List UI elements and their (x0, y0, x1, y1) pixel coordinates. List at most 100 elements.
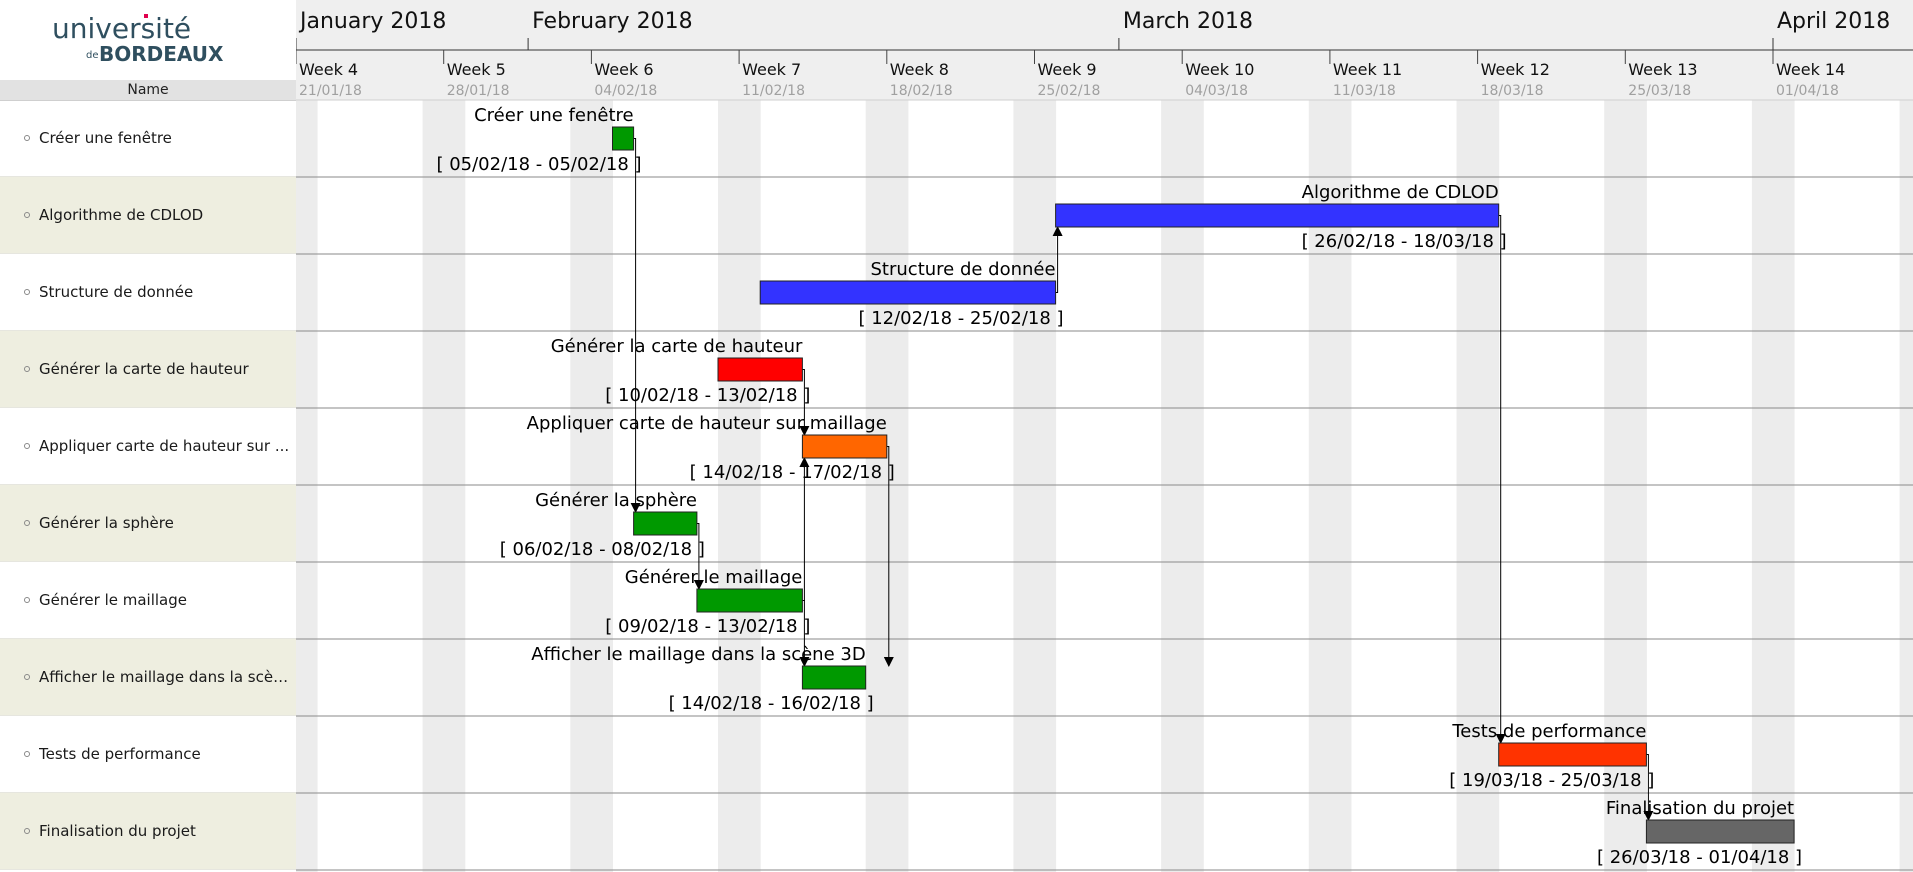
gantt-chart: January 2018 February 2018 March 2018 April… (296, 0, 1913, 872)
week-date-label: 18/02/18 (890, 83, 953, 99)
dependency-arrow (630, 138, 641, 513)
task-bar (1498, 742, 1647, 767)
dependency-arrow (799, 600, 810, 667)
week-label: Week 6 (594, 60, 653, 79)
week-label: Week 8 (890, 60, 949, 79)
bullet-icon (24, 212, 30, 218)
bullet-icon (24, 674, 30, 680)
task-list: Créer une fenêtre Algorithme de CDLOD Stru… (0, 100, 296, 870)
weekend-band (718, 100, 740, 872)
week-label: Week 13 (1628, 60, 1697, 79)
task-row[interactable]: Appliquer carte de hauteur sur ... (0, 408, 296, 485)
bullet-icon (24, 520, 30, 526)
task-row[interactable]: Générer le maillage (0, 562, 296, 639)
week-date-label: 11/03/18 (1333, 83, 1396, 99)
task-date-range: [ 06/02/18 - 08/02/18 ] (500, 539, 705, 560)
week-date-label: 21/01/18 (299, 83, 362, 99)
task-bar (801, 434, 888, 459)
dependency-arrow (1643, 754, 1654, 821)
task-date-range: [ 14/02/18 - 17/02/18 ] (690, 462, 895, 483)
task-bar (1645, 819, 1795, 844)
task-bar-title: Générer le maillage (625, 567, 803, 588)
weekend-band (1308, 100, 1331, 872)
weekend-band (1013, 100, 1035, 872)
weekend-band (739, 100, 761, 872)
task-row[interactable]: Structure de donnée (0, 254, 296, 331)
task-name: Algorithme de CDLOD (39, 206, 204, 224)
bullet-icon (24, 366, 30, 372)
task-row[interactable]: Tests de performance (0, 716, 296, 793)
week-date-label: 04/03/18 (1185, 83, 1248, 99)
task-bar (717, 357, 803, 382)
task-bar (801, 665, 867, 690)
task-row[interactable]: Afficher le maillage dans la scèn... (0, 639, 296, 716)
bullet-icon (24, 443, 30, 449)
weekend-band (1604, 100, 1626, 872)
bullet-icon (24, 597, 30, 603)
weekend-band (1899, 100, 1913, 872)
weekend-band (1329, 100, 1352, 872)
task-row[interactable]: Générer la sphère (0, 485, 296, 562)
month-label: April 2018 (1777, 9, 1890, 34)
task-date-range: [ 12/02/18 - 25/02/18 ] (858, 308, 1063, 329)
weekend-band (1161, 100, 1183, 872)
task-row[interactable]: Finalisation du projet (0, 793, 296, 870)
task-name: Afficher le maillage dans la scèn... (39, 668, 293, 686)
weekend-band (1751, 100, 1774, 872)
task-bar-title: Algorithme de CDLOD (1302, 182, 1499, 203)
task-date-range: [ 05/02/18 - 05/02/18 ] (436, 154, 641, 175)
task-row[interactable]: Algorithme de CDLOD (0, 177, 296, 254)
task-date-range: [ 10/02/18 - 13/02/18 ] (605, 385, 810, 406)
week-label: Week 7 (742, 60, 801, 79)
name-column-header[interactable]: Name (0, 80, 296, 101)
task-date-range: [ 14/02/18 - 16/02/18 ] (669, 693, 874, 714)
task-bar-title: Finalisation du projet (1606, 798, 1794, 819)
weekend-band (1456, 100, 1479, 872)
week-date-label: 11/02/18 (742, 83, 805, 99)
week-label: Week 12 (1481, 60, 1550, 79)
weekend-band (296, 100, 318, 872)
week-label: Week 4 (299, 60, 358, 79)
task-date-range: [ 26/02/18 - 18/03/18 ] (1302, 231, 1507, 252)
task-name: Générer la carte de hauteur (39, 360, 249, 378)
task-name: Finalisation du projet (39, 822, 196, 840)
dependency-arrow (883, 446, 894, 667)
week-label: Week 5 (447, 60, 506, 79)
dependency-arrow (799, 369, 810, 436)
weekend-band (886, 100, 909, 872)
task-row[interactable]: Générer la carte de hauteur (0, 331, 296, 408)
bullet-icon (24, 135, 30, 141)
task-name: Générer la sphère (39, 514, 174, 532)
task-date-range: [ 19/03/18 - 25/03/18 ] (1449, 770, 1654, 791)
task-bar (759, 280, 1057, 305)
task-bar-title: Tests de performance (1451, 721, 1646, 742)
weekend-band (1625, 100, 1647, 872)
task-bar (696, 588, 803, 613)
task-name: Créer une fenêtre (39, 129, 172, 147)
month-label: February 2018 (532, 9, 692, 34)
weekend-band (865, 100, 888, 872)
weekend-band (1182, 100, 1204, 872)
dependency-arrow (1495, 215, 1506, 744)
week-date-label: 18/03/18 (1481, 83, 1544, 99)
task-bar-title: Structure de donnée (871, 259, 1056, 280)
weekend-band (1477, 100, 1500, 872)
task-date-range: [ 26/03/18 - 01/04/18 ] (1597, 847, 1802, 868)
weekend-band (570, 100, 592, 872)
bullet-icon (24, 289, 30, 295)
task-row[interactable]: Créer une fenêtre (0, 100, 296, 177)
task-bar (1055, 203, 1500, 228)
week-date-label: 25/03/18 (1628, 83, 1691, 99)
week-date-label: 28/01/18 (447, 83, 510, 99)
task-bar-title: Appliquer carte de hauteur sur maillage (527, 413, 887, 434)
logo-accent (144, 14, 148, 18)
week-label: Week 9 (1038, 60, 1097, 79)
logo-graphic: université de BORDEAUX (52, 12, 224, 66)
weekend-band (1773, 100, 1795, 872)
week-date-label: 04/02/18 (594, 83, 657, 99)
month-label: January 2018 (298, 9, 446, 34)
university-logo: université de BORDEAUX (0, 0, 296, 80)
week-label: Week 11 (1333, 60, 1402, 79)
bullet-icon (24, 751, 30, 757)
weekend-band (422, 100, 445, 872)
